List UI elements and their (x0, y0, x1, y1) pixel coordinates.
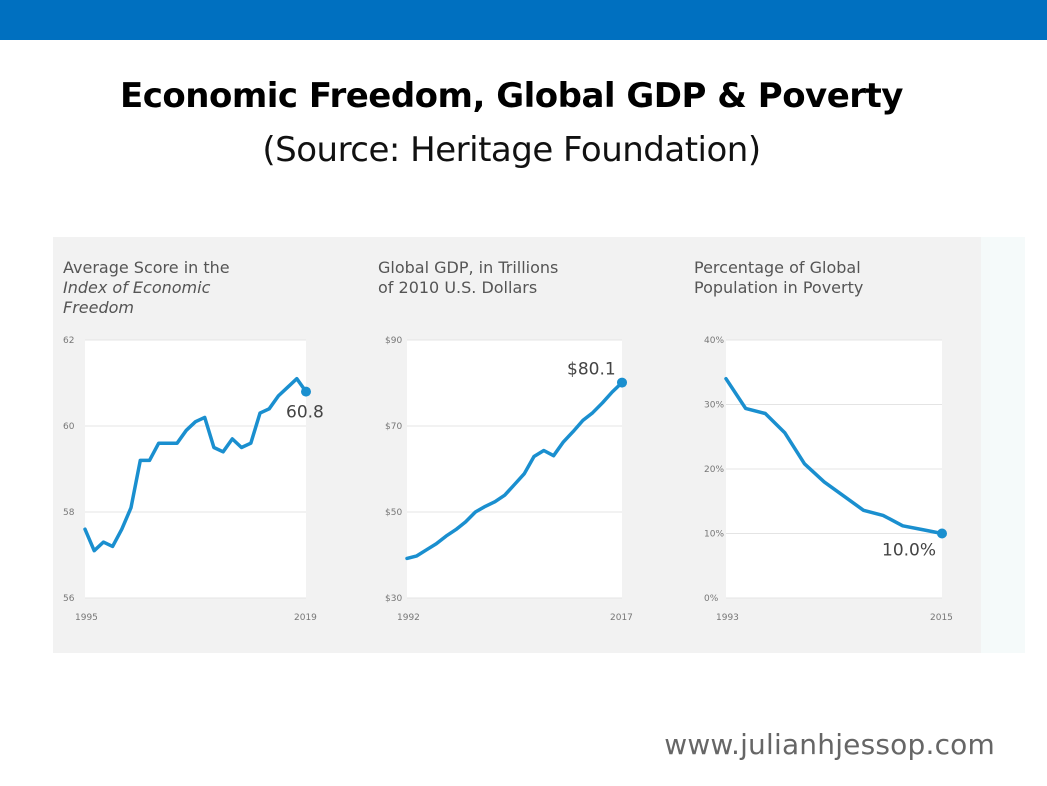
chart2-plot-area (407, 340, 622, 598)
footer-url: www.julianhjessop.com (664, 728, 995, 761)
chart3-ytick-label: 40% (704, 336, 724, 346)
top-accent-bar (0, 0, 1047, 40)
chart3-title-line: Percentage of Global (694, 258, 861, 277)
chart2-end-label: $80.1 (567, 360, 616, 380)
chart1-end-label: 60.8 (286, 403, 324, 423)
chart1-title-line: Freedom (63, 298, 134, 317)
chart3-ytick-label: 0% (704, 594, 719, 604)
slide-title: Economic Freedom, Global GDP & Poverty (120, 76, 903, 116)
chart2-ytick-label: $50 (385, 508, 402, 518)
chart3-ytick-label: 30% (704, 401, 724, 411)
chart1-title-line: Average Score in the (63, 258, 230, 277)
chart2-ytick-label: $70 (385, 422, 402, 432)
chart1-ytick-label: 56 (63, 594, 75, 604)
chart2-title-line: of 2010 U.S. Dollars (378, 278, 537, 297)
chart2-end-point (617, 377, 627, 388)
chart1-series-line (83, 376, 308, 553)
chart2-xtick-label: 1992 (397, 613, 420, 623)
chart3-end-label: 10.0% (882, 541, 936, 561)
chart3-xtick-label: 1993 (716, 613, 739, 623)
chart1-xtick-label: 2019 (294, 613, 317, 623)
chart2-xtick-label: 2017 (610, 613, 633, 623)
chart1-title-line: Index of Economic (63, 278, 211, 297)
chart-panel-edge (981, 237, 1025, 653)
chart2-series-line (405, 380, 624, 561)
chart3-ytick-label: 10% (704, 530, 724, 540)
chart2-ytick-label: $30 (385, 594, 402, 604)
chart1-ytick-label: 58 (63, 508, 75, 518)
chart3-end-point (937, 528, 947, 539)
slide-subtitle: (Source: Heritage Foundation) (262, 130, 761, 170)
chart2-title-line: Global GDP, in Trillions (378, 258, 558, 277)
chart1-ytick-label: 62 (63, 336, 74, 346)
chart1-xtick-label: 1995 (75, 613, 98, 623)
chart3-xtick-label: 2015 (930, 613, 953, 623)
chart2-ytick-label: $90 (385, 336, 402, 346)
chart3-series-line (724, 376, 944, 536)
chart3-ytick-label: 20% (704, 465, 724, 475)
chart3-title-line: Population in Poverty (694, 278, 863, 297)
chart1-end-point (301, 386, 311, 397)
chart1-plot-area (85, 340, 306, 598)
chart1-ytick-label: 60 (63, 422, 75, 432)
